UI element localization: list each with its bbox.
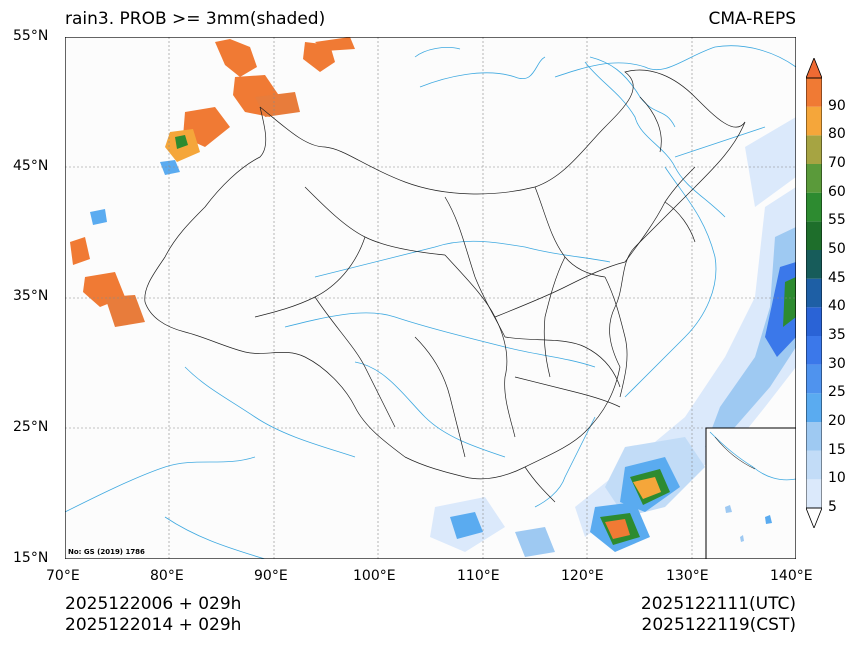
probability-map bbox=[65, 37, 796, 559]
lat-label-15: 15°N bbox=[13, 550, 49, 566]
colorbar-bin-45 bbox=[806, 250, 822, 279]
colorbar-label-30: 30 bbox=[828, 355, 846, 372]
colorbar-bin-20 bbox=[806, 393, 822, 422]
colorbar-label-15: 15 bbox=[828, 441, 846, 458]
colorbar-label-60: 60 bbox=[828, 183, 846, 200]
colorbar-label-35: 35 bbox=[828, 327, 846, 343]
lon-label-80: 80°E bbox=[150, 568, 184, 584]
model-name: CMA-REPS bbox=[708, 9, 796, 29]
colorbar-label-40: 40 bbox=[828, 298, 846, 315]
colorbar-bin-30 bbox=[806, 336, 822, 365]
lon-label-90: 90°E bbox=[254, 568, 288, 584]
colorbar-label-10: 10 bbox=[828, 470, 846, 487]
map-title: rain3. PROB >= 3mm(shaded) bbox=[65, 9, 326, 29]
precip-shading-southeast bbox=[430, 117, 796, 557]
colorbar-label-5: 5 bbox=[828, 499, 837, 515]
colorbar-bin-70 bbox=[806, 135, 822, 164]
lon-label-130: 130°E bbox=[666, 568, 709, 584]
colorbar bbox=[806, 58, 822, 528]
colorbar-bin-55 bbox=[806, 192, 822, 222]
colorbar-bin-50 bbox=[806, 221, 822, 250]
colorbar-bin-15 bbox=[806, 422, 822, 451]
colorbar-bin-40 bbox=[806, 278, 822, 308]
lon-label-120: 120°E bbox=[561, 568, 604, 584]
colorbar-label-20: 20 bbox=[828, 413, 846, 429]
admin-boundaries bbox=[144, 69, 746, 503]
lat-label-25: 25°N bbox=[13, 419, 49, 435]
valid-time-utc: 2025122111(UTC) bbox=[640, 594, 796, 614]
lat-label-35: 35°N bbox=[13, 288, 49, 304]
colorbar-label-55: 55 bbox=[828, 212, 846, 229]
colorbar-extend-low bbox=[806, 507, 822, 528]
colorbar-label-70: 70 bbox=[828, 155, 846, 171]
map-approval-number: No: GS (2019) 1786 bbox=[68, 548, 145, 556]
colorbar-extend-high bbox=[806, 58, 822, 79]
valid-time-cst: 2025122119(CST) bbox=[641, 615, 796, 635]
precip-shading-northwest bbox=[70, 37, 355, 327]
colorbar-label-50: 50 bbox=[828, 241, 846, 257]
colorbar-label-25: 25 bbox=[828, 384, 846, 401]
colorbar-bin-80 bbox=[806, 106, 822, 136]
lat-label-45: 45°N bbox=[13, 158, 49, 174]
lon-label-140: 140°E bbox=[770, 568, 813, 584]
colorbar-bin-25 bbox=[806, 364, 822, 394]
lon-label-100: 100°E bbox=[353, 568, 396, 584]
rivers-coastlines bbox=[65, 45, 796, 559]
colorbar-label-45: 45 bbox=[828, 269, 846, 286]
lon-label-70: 70°E bbox=[46, 568, 80, 584]
init-time-cst: 2025122014 + 029h bbox=[65, 615, 242, 635]
colorbar-bin-90 bbox=[806, 78, 822, 107]
south-china-sea-inset bbox=[705, 427, 796, 559]
lat-label-55: 55°N bbox=[13, 28, 49, 44]
colorbar-bin-5 bbox=[806, 479, 822, 508]
colorbar-bin-10 bbox=[806, 450, 822, 480]
colorbar-label-90: 90 bbox=[828, 97, 846, 114]
init-time-utc: 2025122006 + 029h bbox=[65, 594, 242, 614]
colorbar-bin-35 bbox=[806, 307, 822, 336]
colorbar-label-80: 80 bbox=[828, 126, 846, 143]
lon-label-110: 110°E bbox=[457, 568, 500, 584]
colorbar-bin-60 bbox=[806, 164, 822, 193]
